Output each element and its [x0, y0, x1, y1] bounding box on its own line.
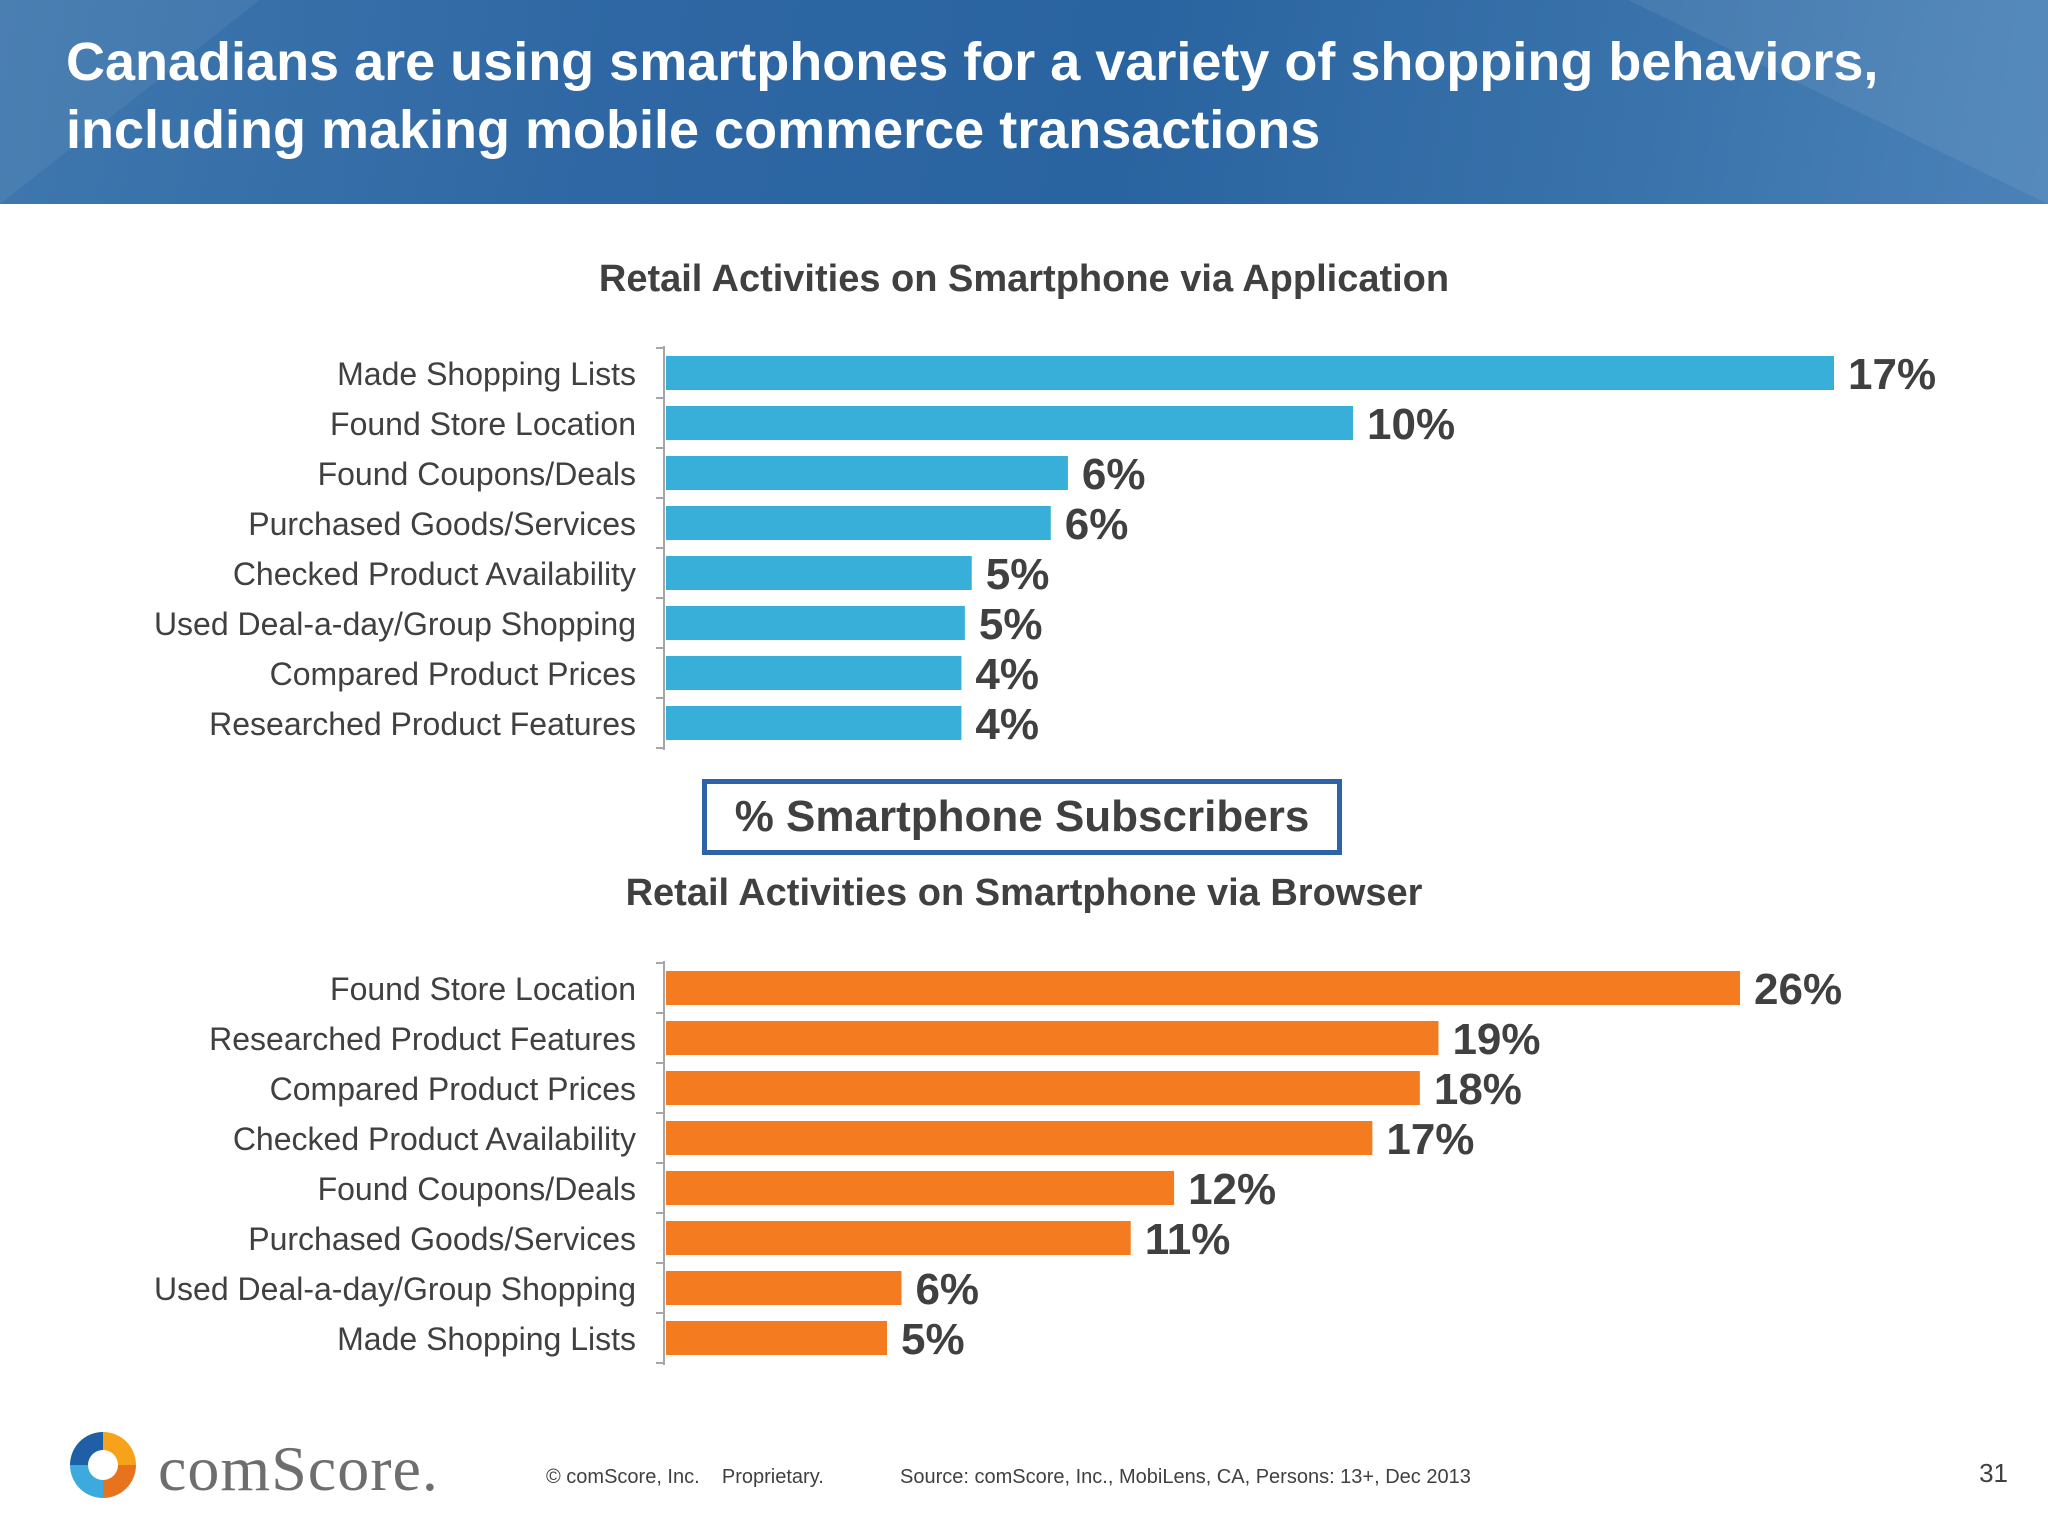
- data-label-found-coupons-deals: 12%: [1188, 1165, 1276, 1214]
- data-label-purchased-goods-services: 11%: [1145, 1215, 1231, 1264]
- comscore-logo-icon: [70, 1432, 136, 1498]
- category-label-made-shopping-lists: Made Shopping Lists: [337, 356, 636, 392]
- slide-title: Canadians are using smartphones for a va…: [66, 32, 1879, 160]
- bar-used-deal-a-day-group-shopping: [666, 1271, 902, 1305]
- category-label-found-store-location: Found Store Location: [330, 971, 636, 1007]
- chart-browser: Found Store Location 26% Researched Produc…: [154, 961, 1842, 1365]
- data-label-made-shopping-lists: 17%: [1848, 350, 1936, 399]
- category-label-researched-product-features: Researched Product Features: [209, 706, 636, 742]
- data-label-compared-product-prices: 18%: [1434, 1065, 1522, 1114]
- data-label-checked-product-availability: 17%: [1386, 1115, 1474, 1164]
- bar-found-store-location: [666, 406, 1354, 440]
- bar-purchased-goods-services: [666, 1221, 1131, 1255]
- bar-compared-product-prices: [666, 656, 962, 690]
- page-number: 31: [1979, 1458, 2008, 1488]
- data-label-used-deal-a-day-group-shopping: 6%: [915, 1265, 979, 1314]
- category-label-found-store-location: Found Store Location: [330, 406, 636, 442]
- data-label-researched-product-features: 4%: [975, 700, 1039, 749]
- data-label-found-store-location: 10%: [1367, 400, 1455, 449]
- data-label-checked-product-availability: 5%: [986, 550, 1050, 599]
- category-label-checked-product-availability: Checked Product Availability: [233, 556, 636, 592]
- bar-used-deal-a-day-group-shopping: [666, 606, 965, 640]
- legend-label: % Smartphone Subscribers: [734, 792, 1310, 841]
- bar-purchased-goods-services: [666, 506, 1051, 540]
- bar-made-shopping-lists: [666, 1321, 887, 1355]
- bar-researched-product-features: [666, 1021, 1439, 1055]
- category-label-found-coupons-deals: Found Coupons/Deals: [318, 456, 636, 492]
- data-label-compared-product-prices: 4%: [975, 650, 1039, 699]
- chart-title-browser: Retail Activities on Smartphone via Brow…: [625, 872, 1423, 914]
- category-label-used-deal-a-day-group-shopping: Used Deal-a-day/Group Shopping: [154, 1271, 636, 1307]
- source-text: Source: comScore, Inc., MobiLens, CA, Pe…: [900, 1466, 1471, 1488]
- bar-compared-product-prices: [666, 1071, 1420, 1105]
- bar-checked-product-availability: [666, 556, 972, 590]
- data-label-used-deal-a-day-group-shopping: 5%: [979, 600, 1043, 649]
- data-label-found-store-location: 26%: [1754, 965, 1842, 1014]
- category-label-purchased-goods-services: Purchased Goods/Services: [248, 506, 636, 542]
- header-facet-left: [0, 0, 260, 204]
- category-label-compared-product-prices: Compared Product Prices: [270, 1071, 636, 1107]
- data-label-made-shopping-lists: 5%: [901, 1315, 965, 1364]
- category-label-made-shopping-lists: Made Shopping Lists: [337, 1321, 636, 1357]
- bar-found-coupons-deals: [666, 1171, 1175, 1205]
- category-label-used-deal-a-day-group-shopping: Used Deal-a-day/Group Shopping: [154, 606, 636, 642]
- category-label-purchased-goods-services: Purchased Goods/Services: [248, 1221, 636, 1257]
- data-label-researched-product-features: 19%: [1452, 1015, 1540, 1064]
- bar-found-store-location: [666, 971, 1740, 1005]
- category-label-researched-product-features: Researched Product Features: [209, 1021, 636, 1057]
- bar-found-coupons-deals: [666, 456, 1068, 490]
- data-label-purchased-goods-services: 6%: [1065, 500, 1129, 549]
- chart-application: Made Shopping Lists 17% Found Store Locati…: [154, 346, 1936, 750]
- category-label-checked-product-availability: Checked Product Availability: [233, 1121, 636, 1157]
- bar-made-shopping-lists: [666, 356, 1834, 390]
- copyright-text: © comScore, Inc. Proprietary.: [546, 1466, 824, 1488]
- header-facet-right: [1628, 0, 2048, 204]
- data-label-found-coupons-deals: 6%: [1082, 450, 1146, 499]
- chart-title-application: Retail Activities on Smartphone via Appl…: [598, 258, 1450, 300]
- comscore-brand: comScore.: [158, 1433, 439, 1504]
- bar-researched-product-features: [666, 706, 962, 740]
- category-label-compared-product-prices: Compared Product Prices: [270, 656, 636, 692]
- slide-header: Canadians are using smartphones for a va…: [0, 0, 2048, 204]
- bar-checked-product-availability: [666, 1121, 1373, 1155]
- category-label-found-coupons-deals: Found Coupons/Deals: [318, 1171, 636, 1207]
- legend-box: % Smartphone Subscribers: [702, 779, 1342, 855]
